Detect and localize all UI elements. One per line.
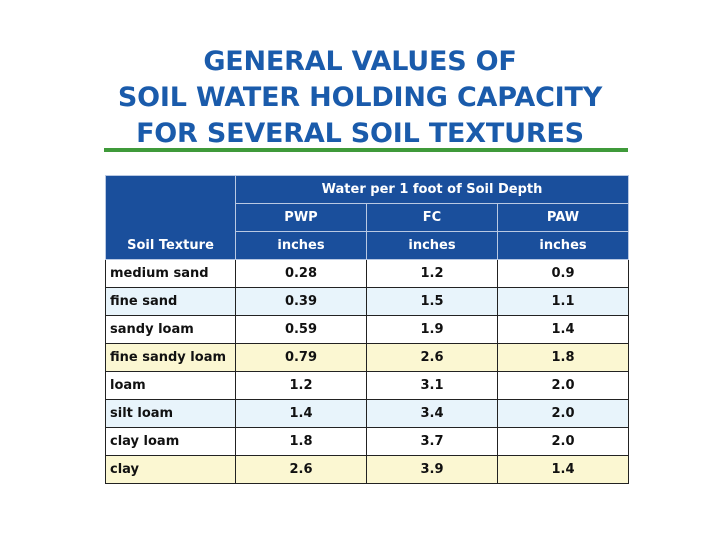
cell-fc: 2.6 [366,343,498,372]
header-paw-unit: inches [496,231,630,260]
cell-texture: sandy loam [105,315,236,344]
cell-texture: fine sandy loam [105,343,236,372]
cell-texture: medium sand [105,259,236,288]
cell-paw: 1.4 [496,315,630,344]
table-row: silt loam 1.4 3.4 2.0 [105,399,630,428]
cell-pwp: 0.39 [235,287,367,316]
cell-paw: 1.1 [496,287,630,316]
cell-texture: clay [105,455,236,484]
soil-water-table: Soil Texture Water per 1 foot of Soil De… [105,175,630,484]
cell-fc: 3.1 [366,371,498,400]
header-pwp-unit: inches [235,231,367,260]
cell-paw: 2.0 [496,371,630,400]
header-fc: FC [366,203,498,232]
cell-pwp: 0.28 [235,259,367,288]
cell-fc: 1.2 [366,259,498,288]
title-line-3: FOR SEVERAL SOIL TEXTURES [136,118,584,149]
table-row: medium sand 0.28 1.2 0.9 [105,259,630,288]
header-paw: PAW [496,203,630,232]
cell-fc: 1.5 [366,287,498,316]
header-group-water-depth: Water per 1 foot of Soil Depth [234,175,630,204]
cell-texture: silt loam [105,399,236,428]
cell-fc: 3.7 [366,427,498,456]
cell-pwp: 1.2 [235,371,367,400]
cell-pwp: 1.8 [235,427,367,456]
cell-pwp: 1.4 [235,399,367,428]
cell-paw: 2.0 [496,427,630,456]
cell-texture: fine sand [105,287,236,316]
cell-fc: 1.9 [366,315,498,344]
table-row: clay 2.6 3.9 1.4 [105,455,630,484]
cell-texture: loam [105,371,236,400]
cell-paw: 1.8 [496,343,630,372]
cell-paw: 2.0 [496,399,630,428]
header-soil-texture: Soil Texture [105,175,236,260]
page-title: GENERAL VALUES OF SOIL WATER HOLDING CAP… [0,44,720,152]
cell-pwp: 0.79 [235,343,367,372]
cell-texture: clay loam [105,427,236,456]
cell-fc: 3.9 [366,455,498,484]
cell-pwp: 2.6 [235,455,367,484]
cell-paw: 1.4 [496,455,630,484]
table-row: clay loam 1.8 3.7 2.0 [105,427,630,456]
table-row: fine sandy loam 0.79 2.6 1.8 [105,343,630,372]
title-line-2: SOIL WATER HOLDING CAPACITY [117,82,603,113]
title-divider [104,148,628,152]
cell-paw: 0.9 [496,259,630,288]
table-row: loam 1.2 3.1 2.0 [105,371,630,400]
cell-fc: 3.4 [366,399,498,428]
cell-pwp: 0.59 [235,315,367,344]
title-line-1: GENERAL VALUES OF [203,46,517,77]
table-row: sandy loam 0.59 1.9 1.4 [105,315,630,344]
header-pwp: PWP [235,203,367,232]
header-fc-unit: inches [366,231,498,260]
table-row: fine sand 0.39 1.5 1.1 [105,287,630,316]
